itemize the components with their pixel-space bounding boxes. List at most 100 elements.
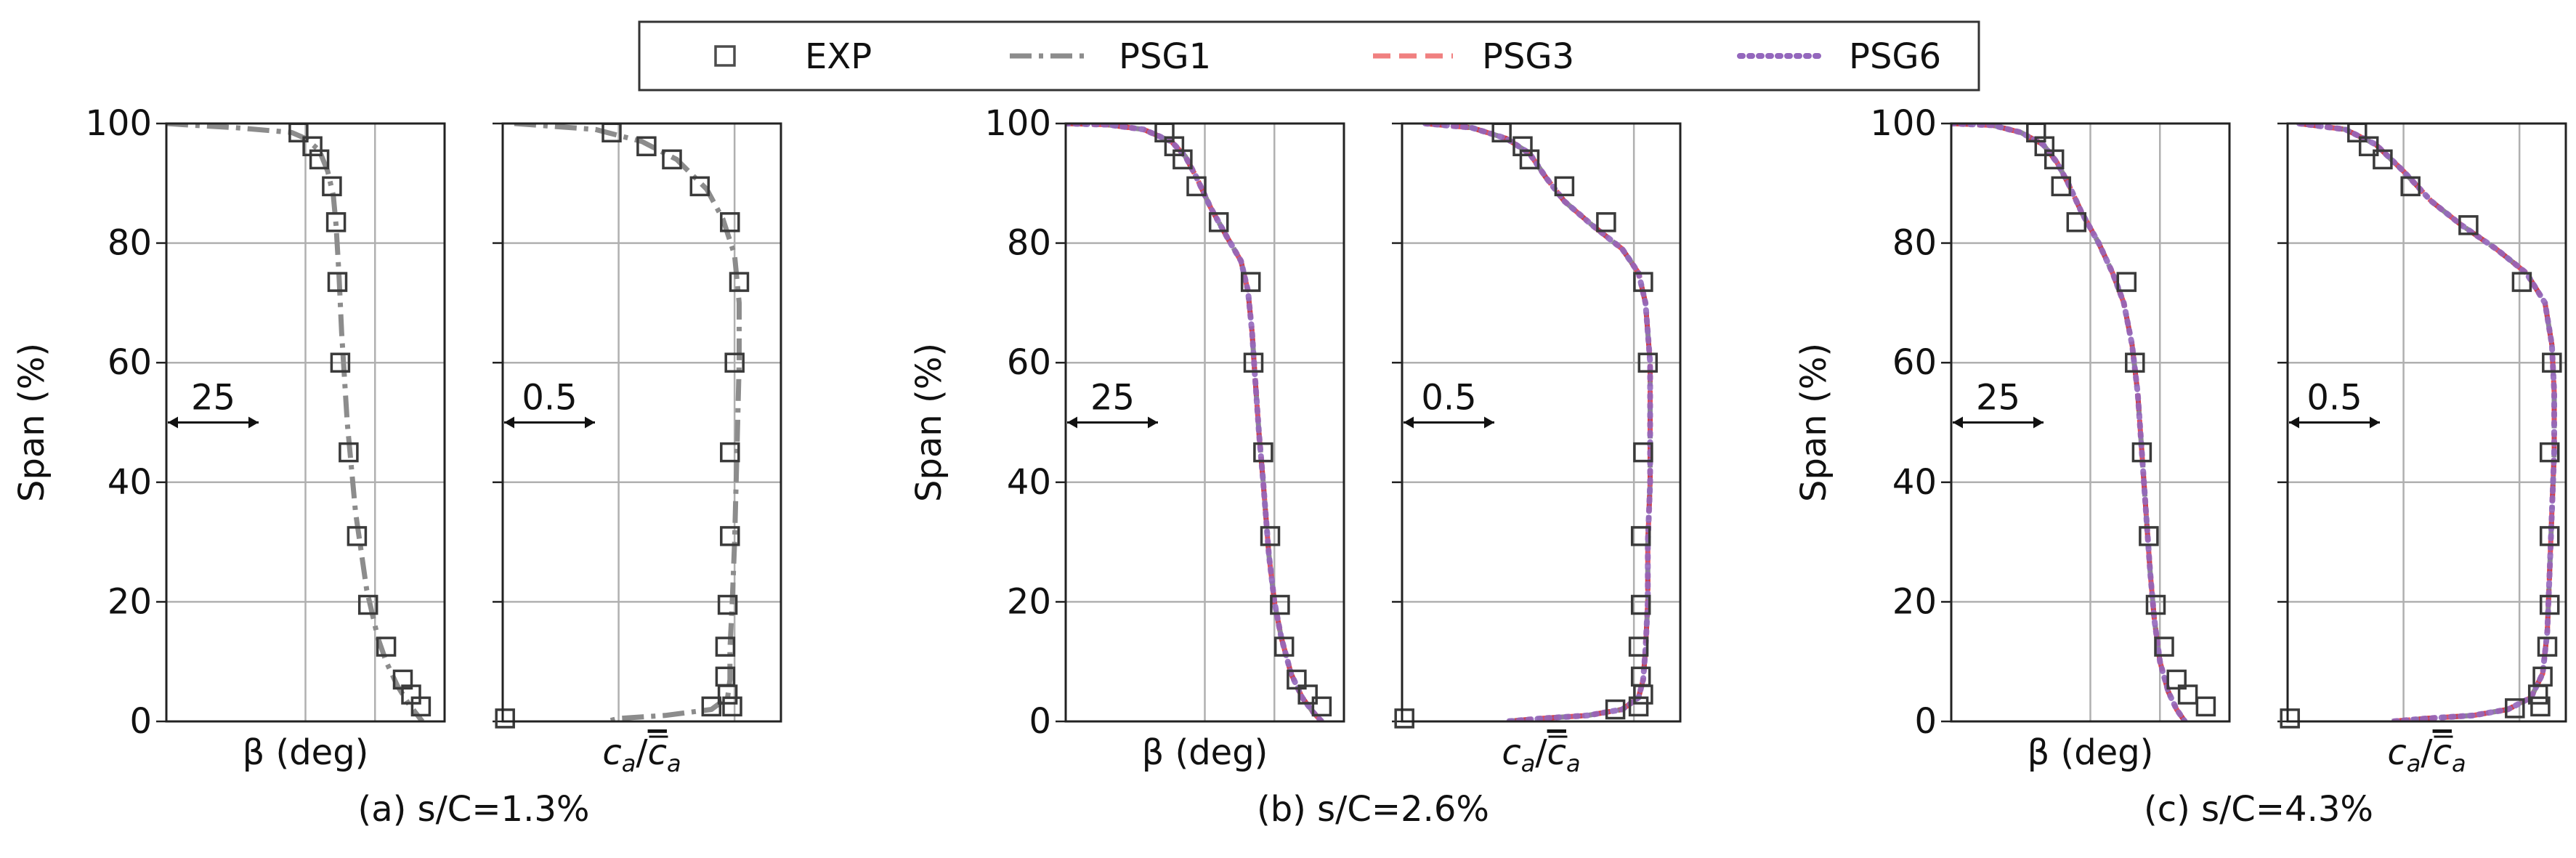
exp-marker	[1243, 352, 1264, 373]
exp-marker	[495, 708, 515, 729]
exp-marker	[1554, 176, 1575, 197]
scale-arrow-left	[2289, 416, 2299, 429]
exp-marker	[2139, 526, 2159, 546]
panel-caption: (a) s/C=1.3%	[358, 789, 590, 830]
exp-marker	[1512, 136, 1533, 157]
exp-marker	[2195, 696, 2216, 717]
exp-marker	[2537, 636, 2558, 657]
exp-marker	[1172, 149, 1193, 170]
y-tick-label: 0	[1029, 701, 1051, 742]
series-psg6-line	[1066, 124, 1325, 721]
exp-marker	[1297, 684, 1318, 705]
exp-marker	[1208, 212, 1229, 232]
scale-label: 25	[191, 378, 235, 418]
exp-marker	[2527, 684, 2548, 705]
y-tick-label: 80	[1007, 223, 1051, 264]
legend: EXP PSG1 PSG3 PSG6	[638, 20, 1980, 92]
y-tick-label: 100	[984, 103, 1051, 144]
legend-label: PSG1	[1119, 36, 1211, 77]
exp-marker	[662, 149, 682, 170]
exp-marker	[330, 352, 351, 373]
exp-marker	[347, 526, 368, 546]
exp-marker	[2530, 696, 2551, 717]
exp-marker	[1287, 669, 1307, 690]
exp-marker	[2177, 684, 2198, 705]
subplot-a-beta: 25 β (deg)	[156, 122, 446, 773]
exp-marker	[1311, 696, 1332, 717]
plot-area	[166, 124, 425, 721]
axes-frame	[1950, 122, 2231, 723]
y-tick-label: 60	[108, 342, 152, 383]
exp-marker	[1186, 176, 1207, 197]
exp-marker	[715, 636, 736, 657]
scale-label: 25	[1090, 378, 1135, 418]
exp-marker	[2051, 176, 2072, 197]
x-axis-label: β (deg)	[1142, 732, 1268, 773]
exp-marker	[2539, 526, 2560, 546]
exp-marker	[309, 149, 330, 170]
exp-marker	[322, 176, 342, 197]
exp-marker	[636, 136, 657, 157]
series-psg1-line	[514, 124, 742, 721]
exp-marker	[410, 696, 432, 717]
exp-marker	[2511, 272, 2532, 292]
axes-frame	[1401, 122, 1682, 723]
exp-marker	[722, 696, 742, 717]
plot-area	[1066, 124, 1325, 721]
exp-marker	[689, 176, 710, 197]
exp-marker	[1240, 272, 1261, 292]
exp-marker	[2066, 212, 2087, 232]
scale-label: 25	[1976, 378, 2020, 418]
series-psg6-line	[2296, 124, 2557, 721]
series-psg1-line	[166, 124, 425, 721]
y-tick-label: 0	[129, 701, 152, 742]
scale-arrow-right	[2033, 416, 2044, 429]
y-tick-label: 80	[108, 223, 152, 264]
exp-marker	[2373, 149, 2393, 170]
exp-marker	[1596, 212, 1616, 232]
exp-marker	[2539, 442, 2560, 463]
exp-marker	[724, 352, 745, 373]
exp-marker	[1270, 594, 1290, 615]
legend-label: PSG6	[1849, 36, 1941, 77]
subplot-a-ca: 0.5 ca/ca	[493, 122, 782, 777]
exp-marker	[2116, 272, 2137, 292]
x-axis-label: ca/ca	[2387, 732, 2466, 777]
axes-frame	[1064, 122, 1345, 723]
exp-marker	[2505, 698, 2525, 719]
exp-marker	[1394, 708, 1414, 729]
exp-marker	[1633, 684, 1653, 705]
y-tick-label: 40	[1007, 462, 1051, 503]
y-axis-label: Span (%)	[909, 343, 949, 502]
exp-marker	[1637, 352, 1658, 373]
legend-item-psg3: PSG3	[1373, 36, 1574, 77]
axes-frame	[2286, 122, 2567, 723]
panel-caption: (b) s/C=2.6%	[1257, 789, 1489, 830]
panel-caption: (c) s/C=4.3%	[2144, 789, 2373, 830]
exp-marker	[2458, 215, 2479, 235]
exp-marker	[729, 272, 750, 292]
exp-marker	[1519, 149, 1540, 170]
subplot-c-ca: 0.5 ca/ca	[2277, 122, 2567, 777]
scale-arrow-left	[168, 416, 178, 429]
x-axis-label: ca/ca	[1502, 732, 1580, 777]
exp-marker	[720, 526, 740, 546]
scale-arrow-left	[1067, 416, 1077, 429]
exp-marker	[717, 594, 738, 615]
panel-c: Span (%) 0 20 40 60 80 100 25 β (deg) 0.5 ca/ca (c)…	[1794, 103, 2567, 830]
scale-label: 0.5	[522, 378, 577, 418]
x-axis-label: β (deg)	[243, 732, 369, 773]
scale-arrow-right	[2370, 416, 2380, 429]
exp-marker	[2542, 352, 2562, 373]
scale-arrow-left	[504, 416, 514, 429]
exp-marker	[720, 212, 740, 232]
exp-marker	[2044, 149, 2065, 170]
y-tick-label: 40	[1892, 462, 1937, 503]
exp-marker	[1630, 526, 1651, 546]
exp-marker	[1605, 699, 1626, 720]
exp-marker	[1628, 696, 1649, 717]
y-tick-label: 20	[1007, 581, 1051, 622]
exp-marker	[2166, 669, 2187, 690]
y-tick-label: 60	[1007, 342, 1051, 383]
exp-marker	[1253, 442, 1273, 463]
